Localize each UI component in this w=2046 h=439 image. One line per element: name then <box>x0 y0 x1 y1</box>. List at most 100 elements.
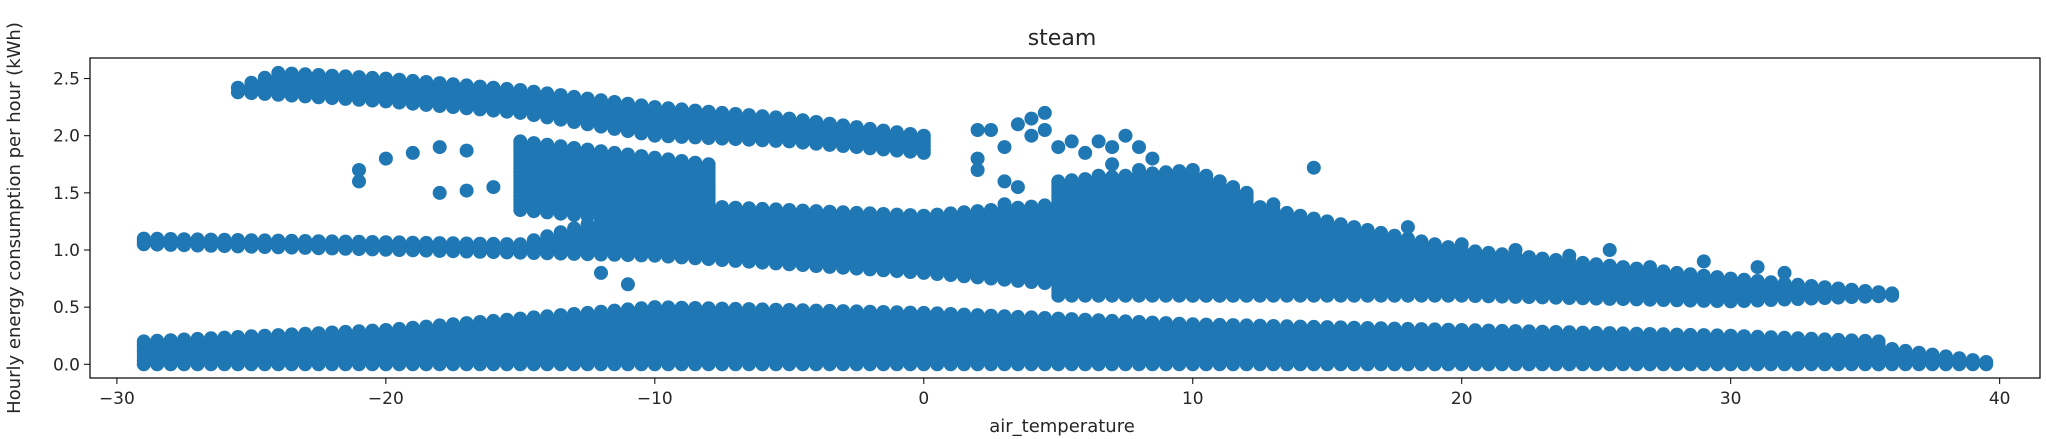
scatter-point <box>661 152 676 167</box>
scatter-point <box>1010 180 1025 195</box>
scatter-point <box>1320 214 1335 229</box>
scatter-point <box>916 305 931 320</box>
scatter-point <box>1616 260 1631 275</box>
scatter-point <box>1199 317 1214 332</box>
scatter-point <box>1629 261 1644 276</box>
scatter-point <box>1508 324 1523 339</box>
scatter-point <box>1589 325 1604 340</box>
scatter-point <box>1078 145 1093 160</box>
scatter-point <box>499 237 514 252</box>
scatter-point <box>136 231 151 246</box>
scatter-point <box>903 208 918 223</box>
scatter-point <box>647 100 662 115</box>
scatter-point <box>1683 327 1698 342</box>
scatter-point <box>1118 314 1133 329</box>
scatter-point <box>1750 329 1765 344</box>
scatter-point <box>446 317 461 332</box>
scatter-point <box>916 208 931 223</box>
scatter-point <box>204 232 218 247</box>
scatter-point <box>1239 318 1254 333</box>
scatter-point <box>1293 319 1308 334</box>
x-tick-label: 10 <box>1182 389 1204 409</box>
scatter-point <box>876 123 891 138</box>
scatter-point <box>392 235 407 250</box>
scatter-point <box>230 80 245 95</box>
scatter-point <box>499 81 514 96</box>
scatter-point <box>177 332 192 347</box>
scatter-point <box>486 180 501 195</box>
scatter-point <box>661 300 676 315</box>
scatter-point <box>325 234 340 249</box>
scatter-point <box>768 302 783 317</box>
scatter-point <box>1051 174 1066 189</box>
scatter-point <box>970 308 985 323</box>
scatter-point <box>1199 168 1214 183</box>
scatter-point <box>620 147 635 162</box>
scatter-point <box>1912 345 1926 360</box>
scatter-point <box>755 109 770 124</box>
scatter-point <box>1548 325 1563 339</box>
scatter-point <box>526 84 541 99</box>
scatter-point <box>997 309 1012 324</box>
scatter-point <box>1226 180 1241 195</box>
scatter-point <box>930 306 945 321</box>
scatter-point <box>378 71 393 86</box>
scatter-point <box>1158 165 1173 180</box>
scatter-point <box>1858 284 1873 298</box>
scatter-point <box>594 237 608 252</box>
scatter-point <box>473 79 487 94</box>
scatter-point <box>405 320 420 335</box>
x-axis: −30 −20 −10 0 10 20 30 40 <box>99 378 2010 409</box>
scatter-point <box>1333 217 1348 232</box>
scatter-point <box>970 204 985 219</box>
scatter-point <box>1804 331 1819 346</box>
scatter-point <box>1777 276 1792 291</box>
scatter-point <box>284 327 299 342</box>
y-tick-label: 0.5 <box>53 298 80 318</box>
scatter-point <box>1387 228 1402 243</box>
scatter-point <box>580 142 595 157</box>
scatter-point <box>863 206 877 221</box>
scatter-point <box>634 301 649 316</box>
scatter-point <box>1132 140 1146 155</box>
scatter-point <box>553 88 568 103</box>
x-tick-label: −20 <box>368 389 404 409</box>
scatter-point <box>1441 322 1456 337</box>
scatter-point <box>1078 312 1093 327</box>
scatter-point <box>809 115 824 129</box>
scatter-point <box>1427 322 1442 337</box>
scatter-point <box>984 308 998 323</box>
scatter-point <box>674 300 689 315</box>
scatter-point <box>594 265 608 280</box>
scatter-point <box>1212 174 1227 189</box>
scatter-point <box>526 233 541 248</box>
scatter-point <box>607 95 622 109</box>
scatter-point <box>311 326 326 341</box>
scatter-point <box>1279 319 1294 334</box>
scatter-point <box>567 307 582 321</box>
scatter-point <box>1885 342 1900 356</box>
scatter-point <box>889 305 904 320</box>
scatter-point <box>432 318 447 333</box>
scatter-point <box>1669 327 1684 342</box>
scatter-point <box>1145 151 1160 166</box>
scatter-point <box>1790 277 1805 292</box>
scatter-point <box>1495 323 1510 338</box>
scatter-point <box>352 234 366 249</box>
scatter-point <box>1710 328 1725 343</box>
scatter-point <box>661 101 676 116</box>
scatter-point <box>1616 326 1631 341</box>
scatter-point <box>1226 318 1241 333</box>
scatter-point <box>1293 208 1308 223</box>
scatter-point <box>365 70 380 85</box>
scatter-point <box>1643 327 1657 341</box>
scatter-point <box>1535 324 1550 339</box>
scatter-point <box>701 104 716 119</box>
scatter-point <box>782 111 797 126</box>
x-axis-label: air_temperature <box>989 416 1135 437</box>
scatter-point <box>1468 244 1483 259</box>
scatter-point <box>863 121 877 136</box>
scatter-point <box>284 233 299 248</box>
scatter-point <box>768 202 783 217</box>
scatter-point <box>1091 168 1106 183</box>
